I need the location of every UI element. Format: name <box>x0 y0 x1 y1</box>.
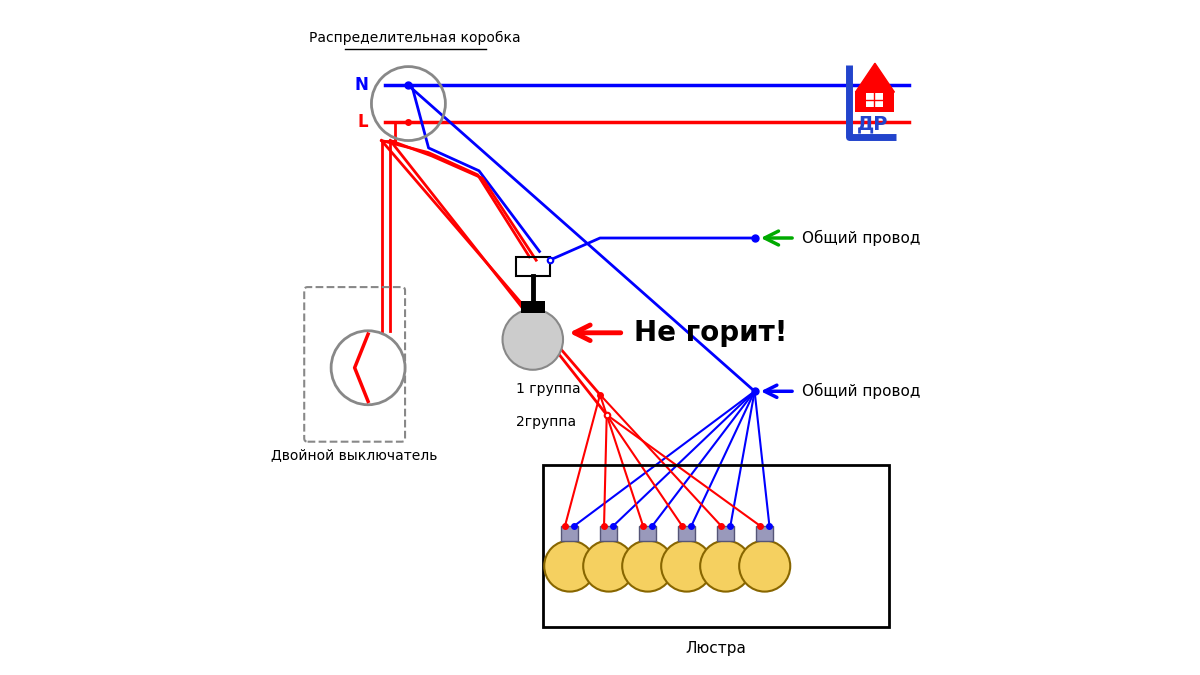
Text: Двойной выключатель: Двойной выключатель <box>271 448 438 462</box>
Bar <box>865 93 883 107</box>
Bar <box>516 256 550 275</box>
Circle shape <box>583 541 635 591</box>
Circle shape <box>503 309 563 370</box>
Bar <box>600 526 618 541</box>
Text: L: L <box>358 113 368 132</box>
Bar <box>638 526 656 541</box>
Text: Люстра: Люстра <box>685 641 746 656</box>
Bar <box>756 526 774 541</box>
Bar <box>856 91 894 112</box>
Circle shape <box>661 541 713 591</box>
Bar <box>542 465 889 626</box>
Bar <box>716 526 734 541</box>
Circle shape <box>545 541 595 591</box>
Text: Общий провод: Общий провод <box>802 230 920 246</box>
Text: Общий провод: Общий провод <box>802 383 920 400</box>
Text: ДР: ДР <box>857 114 888 133</box>
Text: N: N <box>354 76 368 95</box>
Polygon shape <box>856 63 894 92</box>
Text: Распределительная коробка: Распределительная коробка <box>310 31 521 45</box>
Circle shape <box>622 541 673 591</box>
Text: 2группа: 2группа <box>516 414 576 429</box>
Bar <box>521 300 545 313</box>
Circle shape <box>739 541 791 591</box>
Circle shape <box>700 541 751 591</box>
Text: Не горит!: Не горит! <box>634 319 787 347</box>
Bar <box>562 526 578 541</box>
Text: 1 группа: 1 группа <box>516 382 581 396</box>
Bar <box>678 526 696 541</box>
